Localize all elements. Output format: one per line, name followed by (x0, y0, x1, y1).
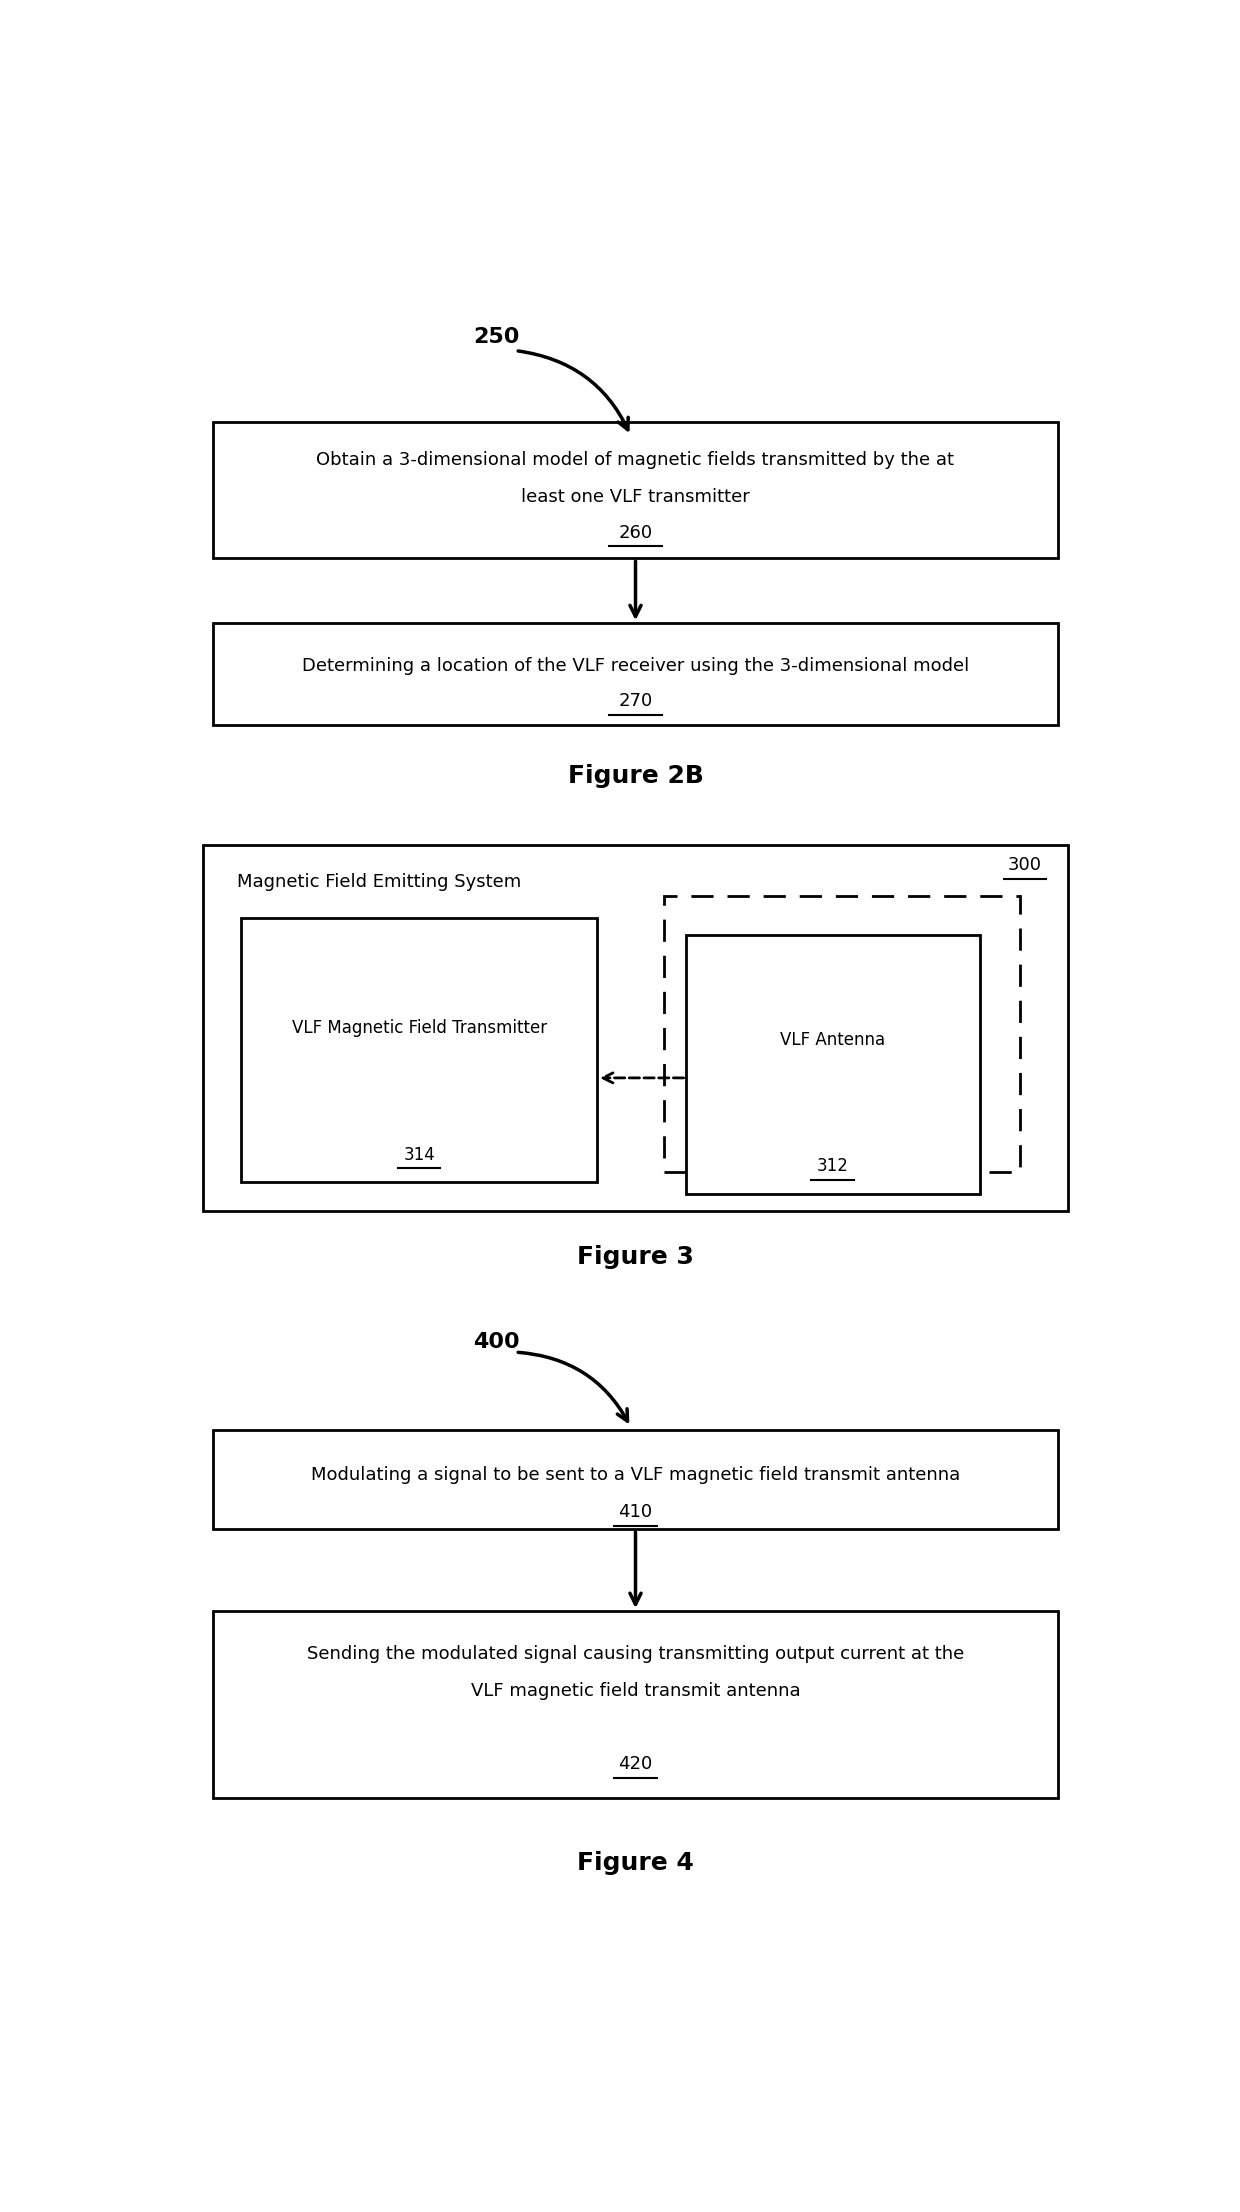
Text: VLF magnetic field transmit antenna: VLF magnetic field transmit antenna (471, 1681, 800, 1701)
Text: Figure 3: Figure 3 (577, 1245, 694, 1270)
FancyBboxPatch shape (213, 1610, 1058, 1798)
FancyBboxPatch shape (213, 422, 1058, 557)
FancyBboxPatch shape (213, 1431, 1058, 1528)
Text: VLF Magnetic Field Transmitter: VLF Magnetic Field Transmitter (291, 1020, 547, 1037)
Text: 260: 260 (619, 524, 652, 542)
Text: Determining a location of the VLF receiver using the 3-dimensional model: Determining a location of the VLF receiv… (301, 657, 970, 675)
Text: 420: 420 (619, 1756, 652, 1774)
Text: 312: 312 (817, 1157, 848, 1175)
Text: Figure 4: Figure 4 (577, 1851, 694, 1876)
Text: Sending the modulated signal causing transmitting output current at the: Sending the modulated signal causing tra… (306, 1644, 965, 1663)
FancyBboxPatch shape (242, 918, 596, 1181)
Text: Modulating a signal to be sent to a VLF magnetic field transmit antenna: Modulating a signal to be sent to a VLF … (311, 1467, 960, 1484)
FancyBboxPatch shape (203, 845, 1068, 1210)
Text: 314: 314 (403, 1146, 435, 1164)
Text: 250: 250 (472, 327, 520, 347)
FancyBboxPatch shape (213, 624, 1058, 726)
Text: 410: 410 (619, 1504, 652, 1522)
FancyBboxPatch shape (665, 896, 1019, 1172)
Text: least one VLF transmitter: least one VLF transmitter (521, 489, 750, 507)
Text: 270: 270 (619, 692, 652, 710)
Text: Magnetic Field Emitting System: Magnetic Field Emitting System (237, 874, 521, 891)
Text: 400: 400 (472, 1332, 520, 1352)
Text: 300: 300 (1008, 856, 1042, 874)
Text: VLF Antenna: VLF Antenna (780, 1031, 885, 1048)
Text: Obtain a 3-dimensional model of magnetic fields transmitted by the at: Obtain a 3-dimensional model of magnetic… (316, 451, 955, 469)
Text: Figure 2B: Figure 2B (568, 765, 703, 787)
FancyBboxPatch shape (687, 936, 980, 1194)
